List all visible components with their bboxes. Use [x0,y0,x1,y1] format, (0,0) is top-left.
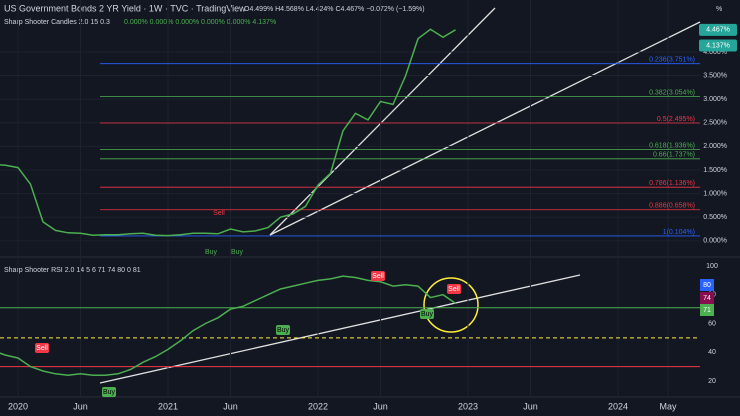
trendline [269,7,496,236]
x-tick-label: May [659,401,677,411]
rsi-title: Sharp Shooter RSI 2.0 14 5 6 71 74 80 0 … [4,267,141,274]
ohlc: O4.499% H4.568% L4.424% C4.467% −0.072% … [244,6,425,13]
price-tag [699,39,737,52]
y-tick-label: 0.500% [703,214,727,221]
signal-box [371,271,385,281]
x-tick-label: 2021 [158,401,178,411]
fib-label: 0.886(0.658%) [649,203,695,210]
trendline [99,274,581,384]
signal-label: Buy [277,327,290,334]
signal-box [276,325,290,335]
signal-label: Buy [103,389,116,396]
signal-box [447,284,461,294]
fib-label: 0.236(3.751%) [649,57,695,64]
price-tag [699,23,737,36]
x-tick-label: 2024 [608,401,628,411]
price-tag-label: 4.137% [706,42,730,49]
rsi-tag [700,292,714,304]
signal-label: Buy [231,249,244,256]
rsi-tag-label: 74 [703,295,711,302]
trendline [269,21,701,236]
signal-label: Sell [448,286,460,293]
y-tick-label: 4.000% [703,49,727,56]
fib-label: 0.786(1.136%) [649,180,695,187]
x-tick-label: 2023 [458,401,478,411]
series-line [0,28,456,237]
signal-label: Buy [205,249,218,256]
signal-label: Buy [421,311,434,318]
x-tick-label: 2020 [8,401,28,411]
y-tick-label: 2.500% [703,120,727,127]
y-tick-label: 100 [706,263,718,270]
signal-box [420,309,434,319]
y-tick-label: 2.000% [703,143,727,150]
fib-label: 0.5(2.495%) [657,116,695,123]
fib-label: 1(0.104%) [663,229,695,236]
x-tick-label: Jun [523,401,538,411]
series-line [0,275,456,377]
rsi-tag-label: 71 [703,307,711,314]
unit-label: % [716,6,722,13]
fib-label: 0.382(3.054%) [649,89,695,96]
rsi-tag [700,304,714,316]
indicator-values: 0.000% 0.000% 0.000% 0.000% 0.000% 4.137… [124,19,276,26]
highlight-circle [423,277,479,333]
fib-label: 0.66(1.737%) [653,152,695,159]
rsi-tag-label: 80 [703,282,711,289]
signal-label: Sell [372,273,384,280]
y-tick-label: 3.500% [703,72,727,79]
signal-box [35,343,49,353]
signal-box [102,387,116,397]
x-tick-label: Jun [223,401,238,411]
price-tag-label: 4.467% [706,27,730,34]
x-tick-label: 2022 [308,401,328,411]
rsi-tag [700,279,714,291]
chart-title: US Government Bonds 2 YR Yield · 1W · TV… [4,3,246,13]
indicator-title: Sharp Shooter Candles 2.0 15 0.3 [4,19,110,26]
y-tick-label: 40 [708,349,716,356]
signal-label: Sell [213,210,225,217]
signal-label: Sell [36,345,48,352]
y-tick-label: 1.500% [703,167,727,174]
y-tick-label: 0.000% [703,238,727,245]
x-tick-label: Jun [73,401,88,411]
y-tick-label: 60 [708,320,716,327]
y-tick-label: 20 [708,378,716,385]
y-tick-label: 1.000% [703,190,727,197]
y-tick-label: 3.000% [703,96,727,103]
x-tick-label: Jun [373,401,388,411]
fib-label: 0.618(1.936%) [649,142,695,149]
